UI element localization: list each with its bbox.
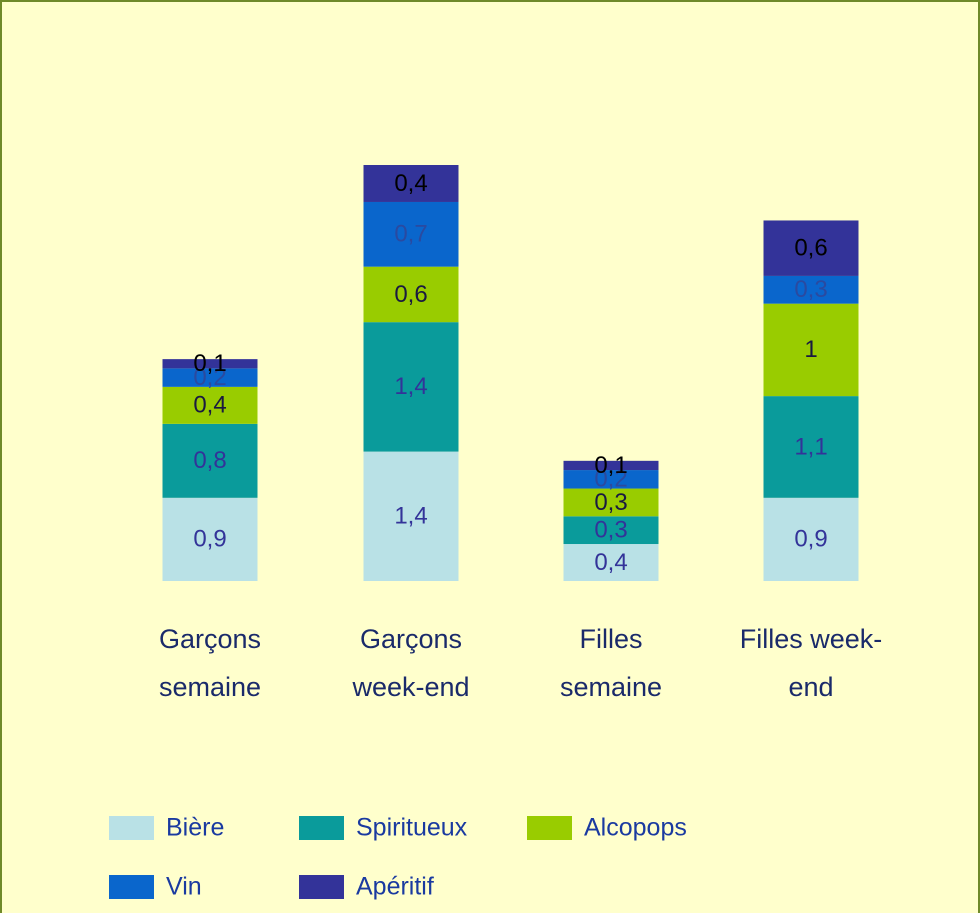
bar-segment bbox=[162, 497, 258, 581]
value-label: 0,6 bbox=[394, 281, 427, 308]
bar-segment bbox=[763, 275, 859, 304]
value-label: 1,4 bbox=[394, 373, 427, 400]
bar-segment bbox=[162, 386, 258, 424]
value-label: 0,7 bbox=[394, 221, 427, 248]
bar-segment bbox=[363, 451, 459, 581]
value-label: 0,2 bbox=[193, 364, 226, 391]
value-label: 1 bbox=[804, 336, 817, 363]
legend-label: Vin bbox=[166, 873, 202, 901]
bar-segment bbox=[563, 488, 659, 517]
legend-swatch bbox=[299, 875, 344, 899]
legend-label: Bière bbox=[166, 814, 224, 842]
x-tick-label: Filles semaine bbox=[559, 624, 663, 702]
value-label: 0,3 bbox=[594, 489, 627, 516]
value-label: 0,4 bbox=[594, 549, 627, 576]
bar-segment bbox=[763, 497, 859, 581]
x-tick-label: Filles week-end bbox=[739, 624, 883, 702]
bar-segment bbox=[563, 470, 659, 489]
legend-swatch bbox=[299, 816, 344, 840]
bar-segment bbox=[363, 165, 459, 202]
value-label: 0,2 bbox=[594, 466, 627, 493]
x-tick-label: Garçons semaine bbox=[158, 624, 262, 702]
value-label: 0,3 bbox=[594, 516, 627, 543]
value-label: 0,4 bbox=[394, 170, 427, 197]
legend-label: Apéritif bbox=[356, 873, 434, 901]
bar-segment bbox=[763, 396, 859, 498]
bar-segment bbox=[763, 303, 859, 397]
legend-swatch bbox=[109, 875, 154, 899]
legend-swatch bbox=[527, 816, 572, 840]
value-label: 0,4 bbox=[193, 392, 226, 419]
x-tick-label: Garçons week-end bbox=[352, 624, 470, 702]
bar-segment bbox=[563, 460, 659, 471]
value-label: 0,6 bbox=[794, 235, 827, 262]
value-label: 0,8 bbox=[193, 447, 226, 474]
bar-segment bbox=[363, 201, 459, 267]
value-label: 0,9 bbox=[193, 526, 226, 553]
bar-segment bbox=[162, 423, 258, 498]
value-label: 1,1 bbox=[794, 433, 827, 460]
value-label: 0,1 bbox=[193, 350, 226, 377]
bar-segment bbox=[162, 368, 258, 387]
value-label: 0,3 bbox=[794, 276, 827, 303]
bar-segment bbox=[363, 266, 459, 323]
bar-segment bbox=[162, 359, 258, 369]
bar-segment bbox=[563, 544, 659, 581]
bar-segment bbox=[363, 322, 459, 452]
value-label: 1,4 bbox=[394, 503, 427, 530]
bar-segment bbox=[563, 516, 659, 545]
legend-swatch bbox=[109, 816, 154, 840]
value-label: 0,1 bbox=[594, 452, 627, 479]
value-label: 0,9 bbox=[794, 526, 827, 553]
bar-segment bbox=[763, 220, 859, 276]
legend-label: Spiritueux bbox=[356, 814, 468, 842]
legend-label: Alcopops bbox=[584, 814, 687, 842]
